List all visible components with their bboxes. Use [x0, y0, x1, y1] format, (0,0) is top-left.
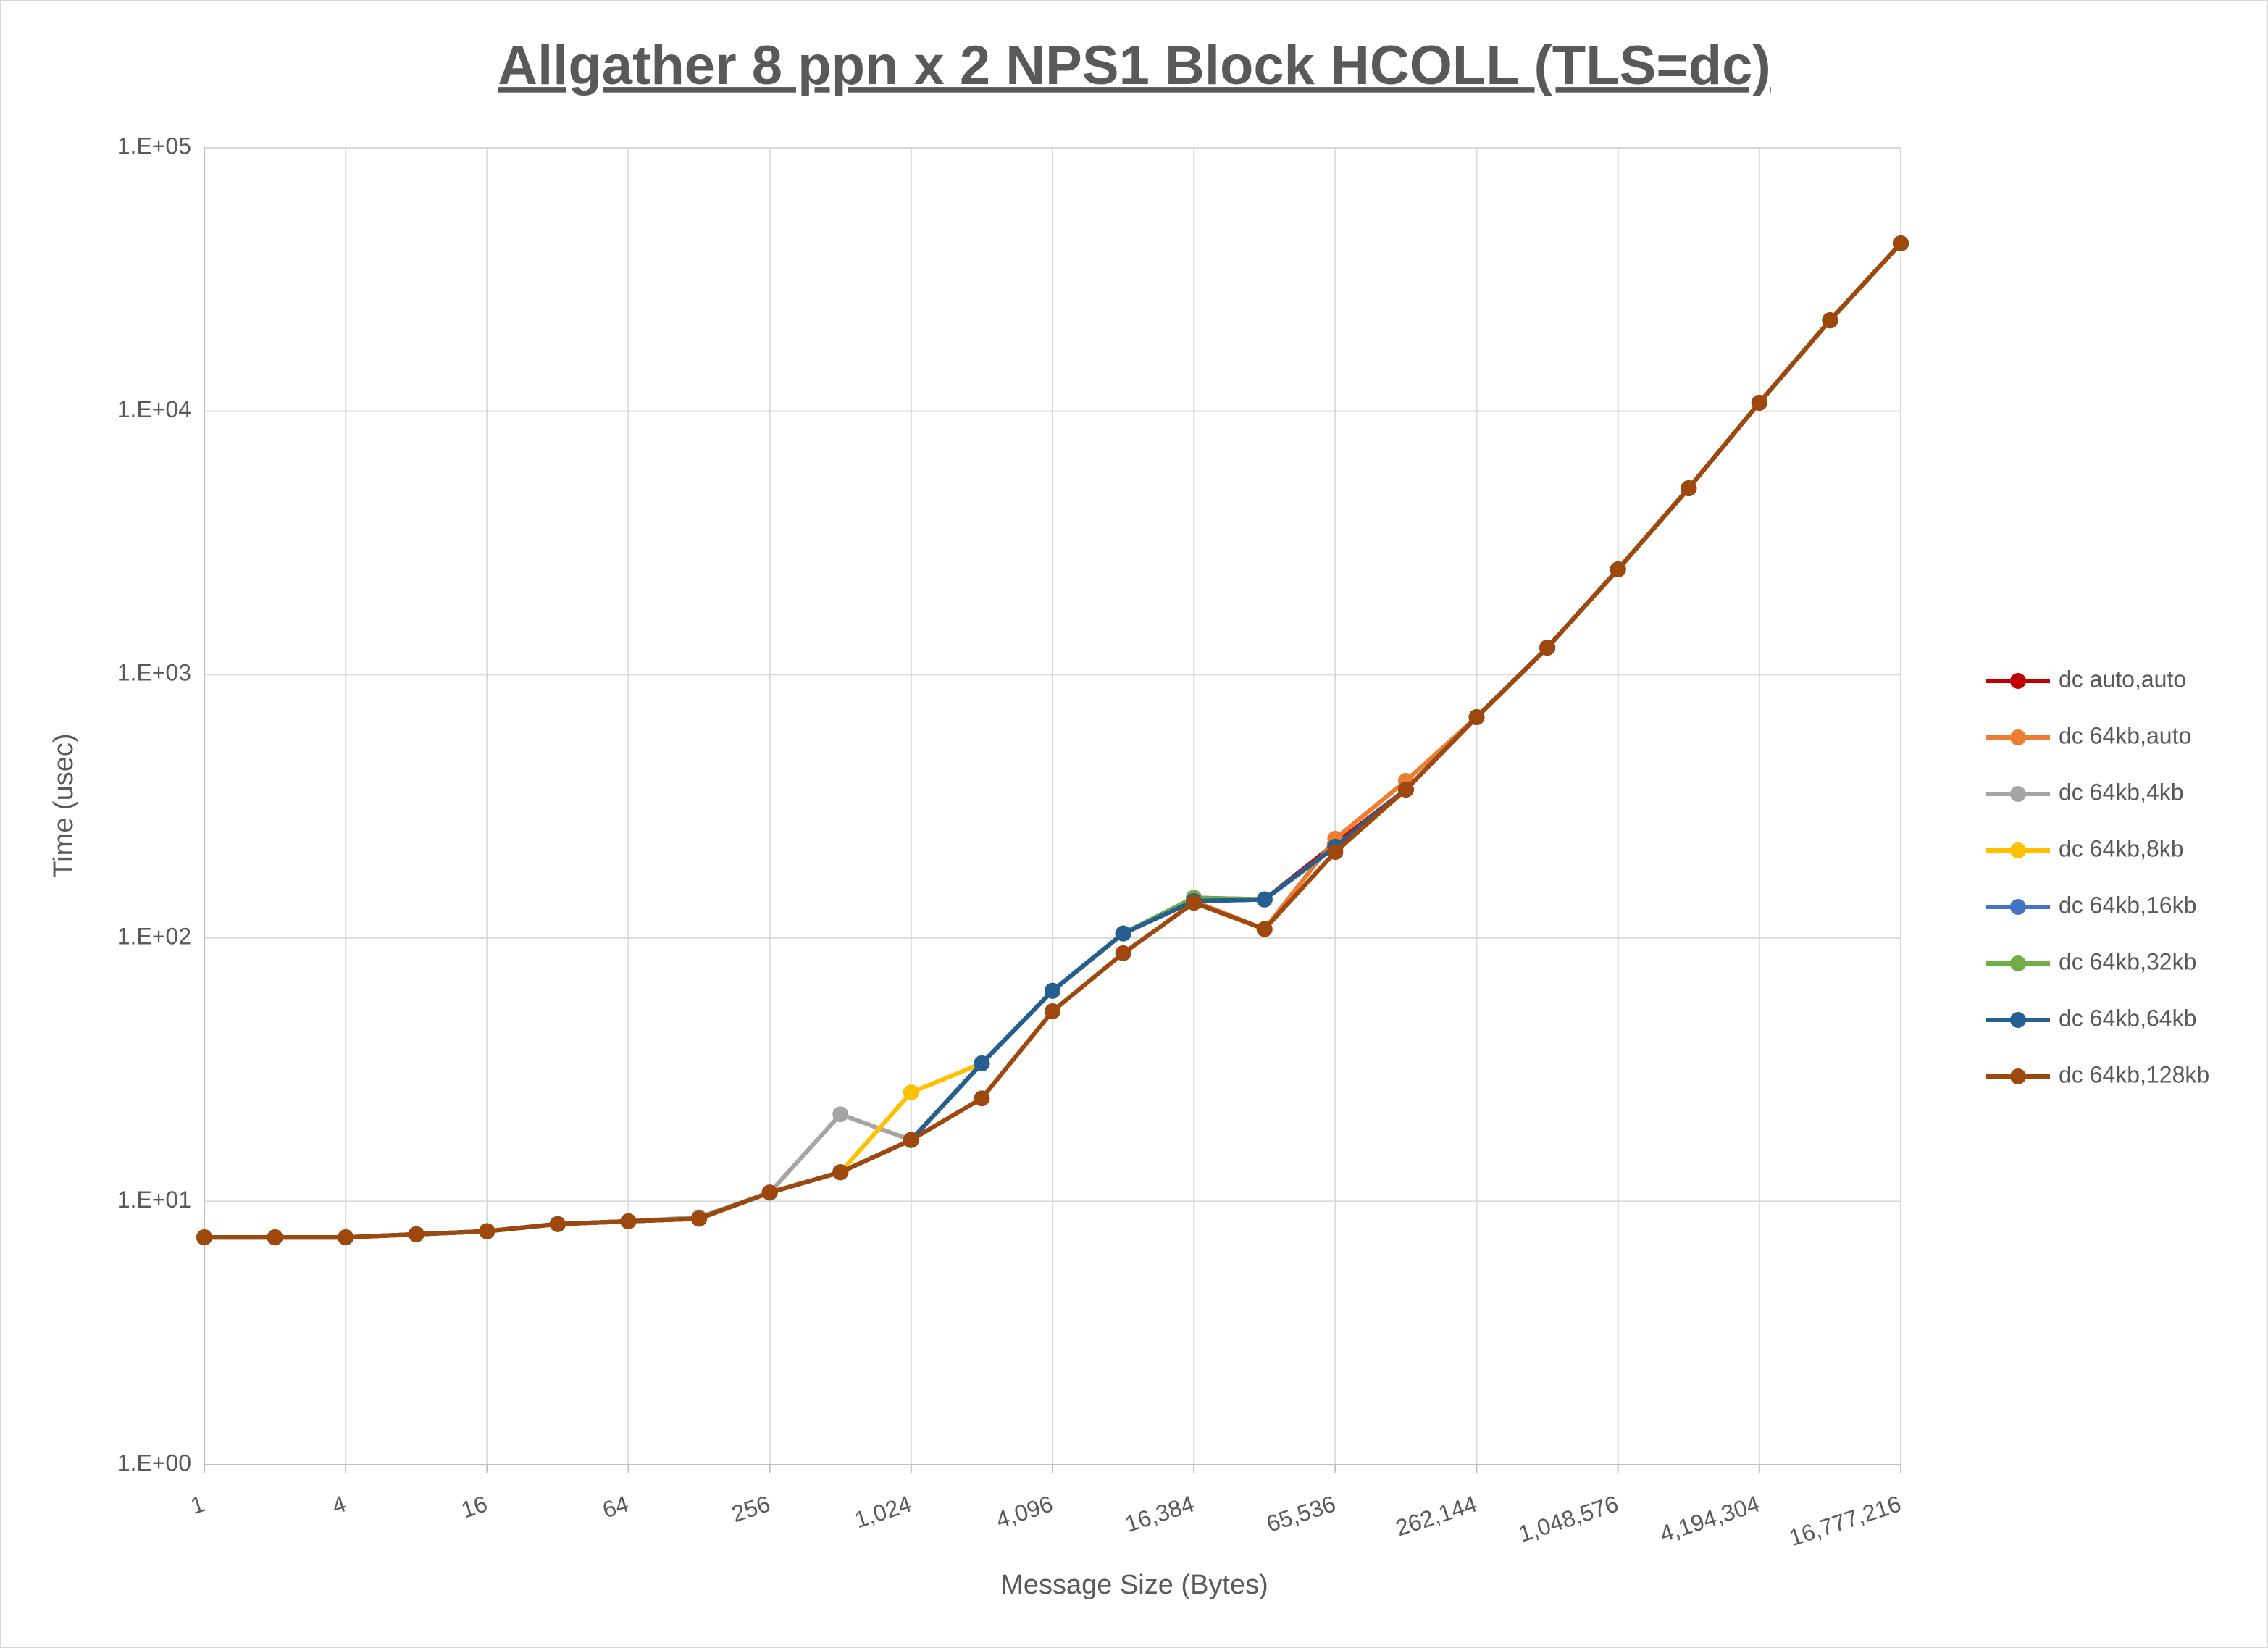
data-point	[832, 1164, 849, 1181]
y-tick-label: 1.E+04	[117, 396, 191, 422]
data-point	[1327, 844, 1344, 861]
data-point	[1256, 921, 1273, 937]
legend-label: dc 64kb,16kb	[2059, 892, 2196, 918]
legend-label: dc 64kb,auto	[2059, 722, 2191, 748]
data-point	[1256, 891, 1273, 908]
data-point	[1822, 312, 1838, 329]
data-point	[1115, 925, 1131, 942]
legend-marker	[2010, 1012, 2026, 1028]
y-tick-label: 1.E+03	[117, 660, 191, 686]
legend-label: dc 64kb,4kb	[2059, 779, 2184, 805]
data-point	[761, 1184, 778, 1201]
data-point	[974, 1090, 990, 1107]
data-point	[1681, 480, 1697, 497]
data-point	[1893, 235, 1909, 251]
data-point	[903, 1132, 919, 1148]
data-point	[1610, 561, 1626, 578]
data-point	[832, 1106, 849, 1123]
data-point	[1539, 640, 1556, 656]
y-tick-label: 1.E+01	[117, 1187, 191, 1213]
y-tick-label: 1.E+00	[117, 1450, 191, 1476]
data-point	[1045, 982, 1060, 999]
legend-label: dc 64kb,32kb	[2059, 948, 2196, 974]
data-point	[549, 1216, 566, 1232]
data-point	[1115, 945, 1131, 961]
legend-label: dc 64kb,8kb	[2059, 835, 2184, 861]
legend-label: dc 64kb,128kb	[2059, 1061, 2209, 1087]
legend-marker	[2010, 729, 2026, 745]
data-point	[620, 1213, 637, 1229]
data-point	[196, 1229, 212, 1246]
chart-title: Allgather 8 ppn x 2 NPS1 Block HCOLL (TL…	[498, 35, 1770, 96]
x-axis-label: Message Size (Bytes)	[1000, 1570, 1268, 1600]
data-point	[408, 1226, 424, 1242]
data-point	[1751, 394, 1767, 411]
legend-marker	[2010, 899, 2026, 915]
data-point	[1186, 895, 1202, 911]
data-point	[1397, 781, 1414, 798]
legend-label: dc 64kb,64kb	[2059, 1005, 2196, 1031]
legend-label: dc auto,auto	[2059, 666, 2186, 692]
data-point	[903, 1084, 919, 1101]
legend-marker	[2010, 1068, 2026, 1084]
y-axis-label: Time (usec)	[49, 733, 79, 877]
y-tick-label: 1.E+02	[117, 923, 191, 949]
data-point	[338, 1229, 354, 1246]
legend-marker	[2010, 673, 2026, 689]
data-point	[974, 1055, 990, 1071]
legend-marker	[2010, 955, 2026, 971]
data-point	[1045, 1003, 1060, 1019]
data-point	[1468, 709, 1485, 726]
data-point	[479, 1223, 495, 1239]
legend-marker	[2010, 786, 2026, 802]
legend-marker	[2010, 842, 2026, 858]
data-point	[267, 1229, 283, 1246]
y-tick-label: 1.E+05	[117, 133, 191, 159]
data-point	[691, 1210, 708, 1227]
